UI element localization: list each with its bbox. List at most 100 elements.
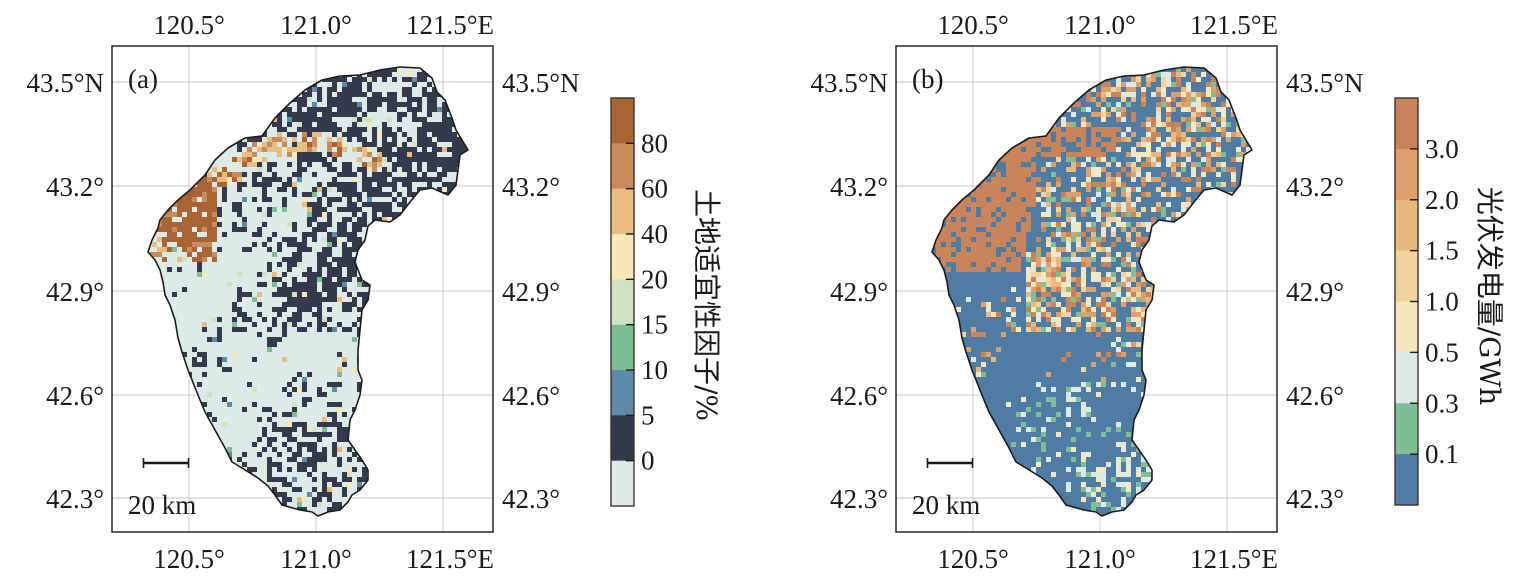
raster-cell bbox=[292, 227, 297, 232]
raster-cell bbox=[332, 112, 337, 117]
raster-cell bbox=[1016, 232, 1021, 237]
raster-cell bbox=[332, 287, 337, 292]
raster-cell bbox=[991, 237, 996, 242]
raster-cell bbox=[1036, 437, 1041, 442]
raster-cell bbox=[382, 122, 387, 127]
raster-cell bbox=[172, 237, 177, 242]
raster-cell bbox=[1091, 277, 1096, 282]
raster-cell bbox=[277, 462, 282, 467]
raster-cell bbox=[1126, 92, 1131, 97]
raster-cell bbox=[1186, 177, 1191, 182]
raster-cell bbox=[1061, 292, 1066, 297]
raster-cell bbox=[1056, 452, 1061, 457]
raster-cell bbox=[1071, 297, 1076, 302]
raster-cell bbox=[1171, 137, 1176, 142]
raster-cell bbox=[1096, 127, 1101, 132]
raster-cell bbox=[262, 282, 267, 287]
raster-cell bbox=[1111, 142, 1116, 147]
raster-cell bbox=[996, 232, 1001, 237]
raster-cell bbox=[387, 127, 392, 132]
raster-cell bbox=[437, 187, 442, 192]
raster-cell bbox=[432, 92, 437, 97]
raster-cell bbox=[1006, 252, 1011, 257]
raster-cell bbox=[327, 272, 332, 277]
raster-cell bbox=[297, 167, 302, 172]
raster-cell bbox=[1166, 72, 1171, 77]
raster-cell bbox=[347, 267, 352, 272]
raster-cell bbox=[1221, 117, 1226, 122]
raster-cell bbox=[1146, 177, 1151, 182]
raster-cell bbox=[1096, 137, 1101, 142]
raster-cell bbox=[222, 192, 227, 197]
raster-cell bbox=[1146, 117, 1151, 122]
raster-cell bbox=[212, 337, 217, 342]
raster-cell bbox=[1091, 147, 1096, 152]
raster-cell bbox=[1071, 157, 1076, 162]
raster-cell bbox=[332, 182, 337, 187]
raster-cell bbox=[297, 297, 302, 302]
raster-cell bbox=[297, 287, 302, 292]
raster-cell bbox=[986, 182, 991, 187]
raster-cell bbox=[432, 162, 437, 167]
raster-cell bbox=[287, 317, 292, 322]
raster-cell bbox=[217, 337, 222, 342]
raster-cell bbox=[292, 257, 297, 262]
raster-cell bbox=[322, 392, 327, 397]
raster-cell bbox=[372, 192, 377, 197]
raster-cell bbox=[936, 237, 941, 242]
raster-cell bbox=[1221, 107, 1226, 112]
raster-cell bbox=[302, 112, 307, 117]
raster-cell bbox=[292, 152, 297, 157]
raster-cell bbox=[971, 192, 976, 197]
raster-cell bbox=[1206, 162, 1211, 167]
raster-cell bbox=[357, 387, 362, 392]
raster-cell bbox=[352, 267, 357, 272]
raster-cell bbox=[327, 102, 332, 107]
raster-cell bbox=[347, 302, 352, 307]
raster-cell bbox=[1171, 72, 1176, 77]
raster-cell bbox=[1071, 122, 1076, 127]
raster-cell bbox=[1106, 262, 1111, 267]
raster-cell bbox=[312, 217, 317, 222]
raster-cell bbox=[202, 182, 207, 187]
raster-cell bbox=[966, 267, 971, 272]
raster-cell bbox=[297, 107, 302, 112]
raster-cell bbox=[347, 102, 352, 107]
raster-cell bbox=[397, 202, 402, 207]
raster-cell bbox=[297, 282, 302, 287]
raster-cell bbox=[347, 307, 352, 312]
raster-cell bbox=[432, 142, 437, 147]
raster-cell bbox=[1051, 247, 1056, 252]
raster-cell bbox=[262, 192, 267, 197]
raster-cell bbox=[222, 422, 227, 427]
raster-cell bbox=[267, 472, 272, 477]
raster-cell bbox=[1126, 362, 1131, 367]
raster-cell bbox=[1126, 197, 1131, 202]
raster-cell bbox=[1006, 222, 1011, 227]
raster-cell bbox=[1101, 112, 1106, 117]
raster-cell bbox=[187, 247, 192, 252]
raster-cell bbox=[327, 127, 332, 132]
raster-cell bbox=[1091, 87, 1096, 92]
raster-cell bbox=[297, 467, 302, 472]
raster-cell bbox=[1141, 282, 1146, 287]
raster-cell bbox=[1046, 212, 1051, 217]
raster-cell bbox=[402, 182, 407, 187]
raster-cell bbox=[1196, 142, 1201, 147]
raster-cell bbox=[1006, 317, 1011, 322]
raster-cell bbox=[1096, 497, 1101, 502]
raster-cell bbox=[342, 92, 347, 97]
raster-cell bbox=[1186, 187, 1191, 192]
raster-cell bbox=[986, 207, 991, 212]
raster-cell bbox=[322, 162, 327, 167]
raster-cell bbox=[1026, 257, 1031, 262]
raster-cell bbox=[1116, 337, 1121, 342]
raster-cell bbox=[1101, 87, 1106, 92]
raster-cell bbox=[272, 142, 277, 147]
raster-cell bbox=[392, 212, 397, 217]
raster-cell bbox=[1216, 137, 1221, 142]
raster-cell bbox=[217, 222, 222, 227]
raster-cell bbox=[227, 367, 232, 372]
raster-cell bbox=[1001, 217, 1006, 222]
raster-cell bbox=[981, 257, 986, 262]
